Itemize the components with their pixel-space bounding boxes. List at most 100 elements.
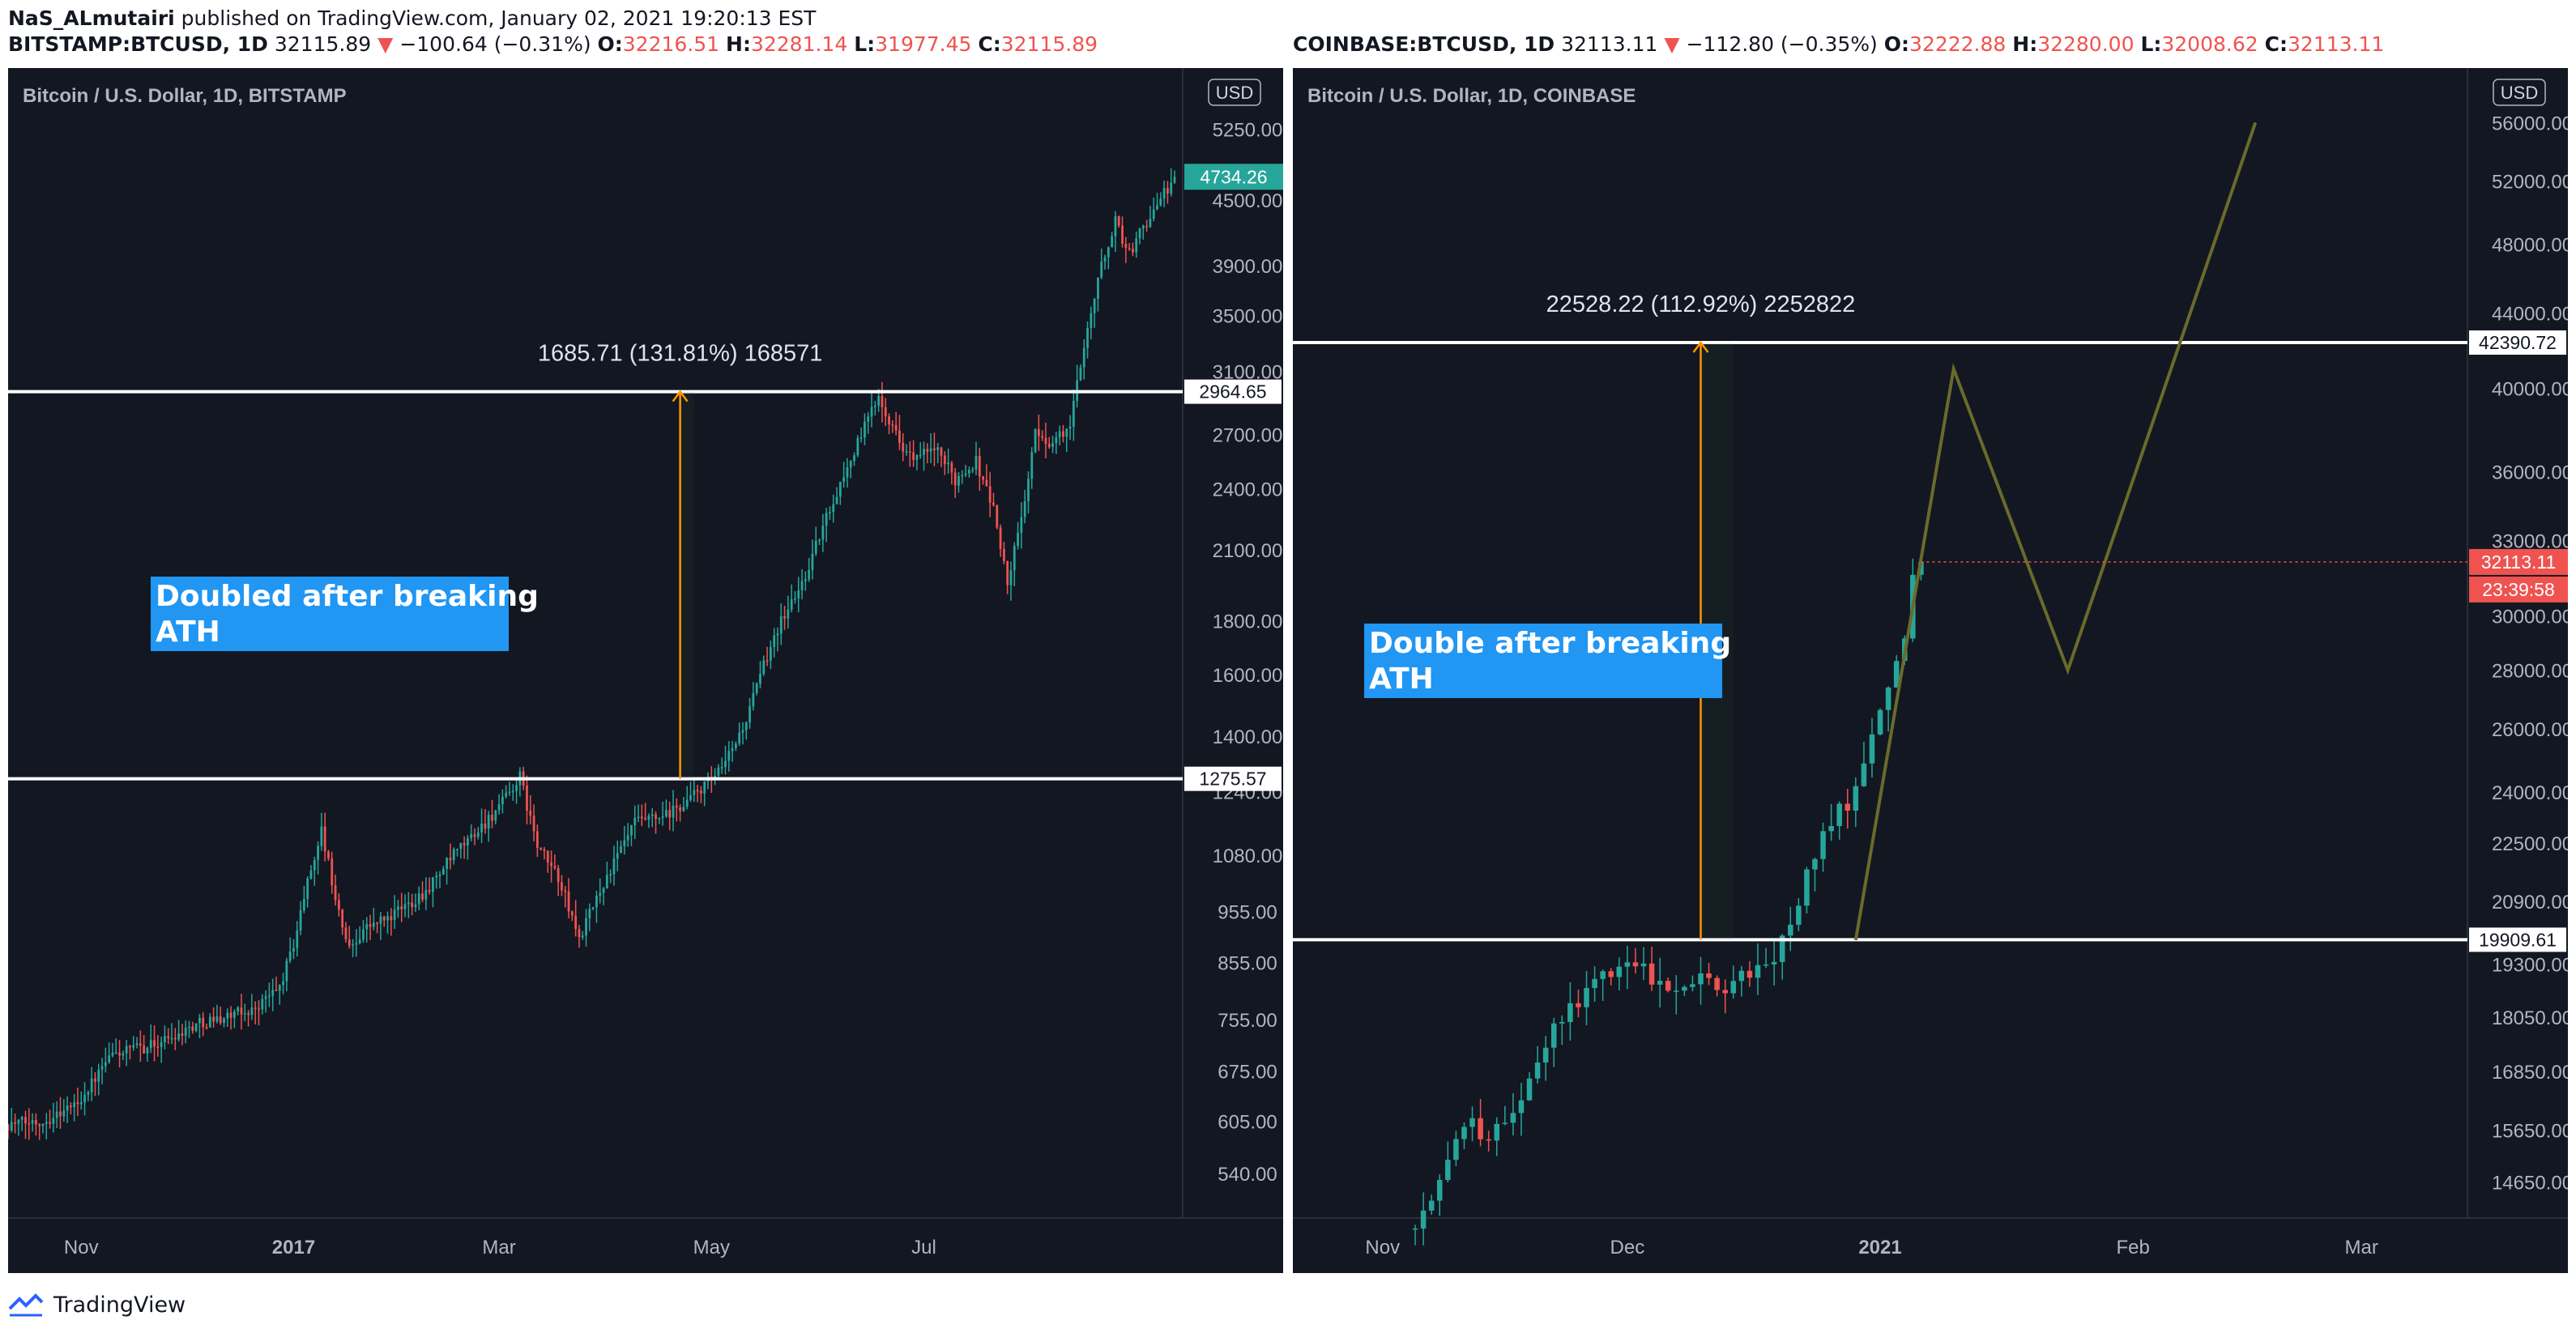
annotation-box[interactable] [151, 577, 509, 651]
candle-body [52, 1118, 55, 1124]
candle-body [727, 751, 731, 761]
candle-body [1567, 1003, 1573, 1022]
candle-body [132, 1045, 135, 1048]
candle-body [988, 486, 992, 503]
y-tick-label: 2100.00 [1213, 540, 1283, 562]
open-value: 32222.88 [1909, 32, 2007, 56]
symbol-name: COINBASE:BTCUSD, 1D [1293, 32, 1555, 56]
candle-body [327, 851, 330, 858]
projection-path[interactable] [1853, 121, 2258, 941]
candle-body [1469, 1118, 1475, 1127]
y-tick-label: 5250.00 [1213, 120, 1283, 142]
candle-body [331, 858, 334, 886]
candle-body [129, 1046, 131, 1048]
candle-body [181, 1033, 184, 1037]
y-tick-label: 605.00 [1218, 1111, 1277, 1133]
candle-body [744, 722, 748, 730]
candle-body [953, 472, 957, 486]
candle-body [296, 931, 299, 948]
candle-body [476, 832, 480, 837]
candle-body [964, 473, 967, 475]
annotation-box[interactable] [1364, 624, 1722, 698]
candle-body [515, 785, 518, 791]
author-name[interactable]: NaS_ALmutairi [8, 6, 175, 30]
candle-body [1682, 986, 1687, 991]
y-tick-label: 1400.00 [1213, 726, 1283, 748]
candle-body [90, 1078, 93, 1092]
candle-body [1132, 249, 1134, 253]
currency-label[interactable]: USD [1216, 83, 1253, 103]
candle-body [570, 911, 574, 916]
candle-body [529, 811, 532, 816]
candle-body [24, 1117, 27, 1124]
candle-body [567, 891, 570, 912]
candle-body [355, 943, 358, 945]
x-tick-label: Feb [2117, 1237, 2150, 1258]
candle-body [278, 985, 281, 991]
candle-body [800, 581, 804, 590]
candle-body [999, 527, 1002, 549]
close-value: 32115.89 [1000, 32, 1098, 56]
candle-body [417, 893, 420, 905]
last-price-label: 32113.11 [2481, 552, 2557, 573]
y-tick-label: 755.00 [1218, 1010, 1277, 1032]
chart-panel-right[interactable]: Bitcoin / U.S. Dollar, 1D, COINBASE 56000… [1293, 68, 2568, 1273]
currency-button[interactable] [2493, 79, 2546, 106]
candle-body [779, 615, 783, 634]
level-price-tag [1184, 379, 1282, 404]
chart-canvas[interactable]: Bitcoin / U.S. Dollar, 1D, BITSTAMP 5250.… [8, 68, 1283, 1273]
candle-body [390, 916, 393, 921]
candle-body [1055, 437, 1058, 444]
candle-body [1885, 687, 1891, 710]
currency-button[interactable] [1208, 79, 1261, 106]
x-tick-label: Nov [64, 1237, 99, 1258]
candle-body [372, 922, 375, 927]
y-tick-label: 16850.00 [2492, 1062, 2568, 1084]
candle-body [553, 866, 557, 868]
high-value: 32280.00 [2037, 32, 2135, 56]
candle-body [574, 915, 578, 930]
candle-body [184, 1027, 187, 1037]
candle-body [1058, 431, 1061, 437]
candle-body [424, 889, 428, 900]
chart-canvas[interactable]: Bitcoin / U.S. Dollar, 1D, COINBASE 56000… [1293, 68, 2568, 1273]
candle-body [292, 948, 295, 952]
candle-body [936, 447, 940, 450]
brand-name[interactable]: TradingView [53, 1292, 186, 1318]
candle-body [14, 1122, 16, 1124]
y-tick-label: 26000.00 [2492, 719, 2568, 741]
candle-body [446, 858, 449, 869]
candle-body [59, 1111, 62, 1117]
candle-body [1550, 1023, 1557, 1048]
candle-body [940, 447, 943, 456]
candle-body [1576, 1003, 1581, 1007]
candle-body [397, 906, 399, 910]
candle-body [149, 1040, 152, 1049]
x-tick-label: 2021 [1858, 1237, 1901, 1258]
candle-body [1632, 962, 1639, 967]
candle-body [17, 1119, 20, 1124]
candle-body [1117, 216, 1120, 226]
candle-body [334, 885, 337, 901]
candle-body [83, 1094, 86, 1103]
y-tick-label: 20900.00 [2492, 892, 2568, 914]
symbol-info-right: COINBASE:BTCUSD, 1D 32113.11 ▼ −112.80 (… [1293, 32, 2385, 56]
candle-body [1640, 963, 1647, 967]
candle-body [1037, 428, 1040, 437]
candle-body [254, 1007, 257, 1009]
publish-info: NaS_ALmutairi published on TradingView.c… [8, 6, 816, 30]
candle-body [497, 804, 501, 811]
candle-body [362, 929, 365, 940]
candle-body [219, 1016, 222, 1024]
candle-body [306, 878, 309, 900]
measure-label: 1685.71 (131.81%) 168571 [538, 341, 823, 367]
candle-body [609, 874, 612, 875]
candle-body [31, 1120, 34, 1124]
candle-body [943, 455, 946, 465]
candle-body [143, 1045, 146, 1054]
candle-body [835, 496, 838, 505]
publish-date: published on TradingView.com, January 02… [181, 6, 817, 30]
chart-panel-left[interactable]: Bitcoin / U.S. Dollar, 1D, BITSTAMP 5250.… [8, 68, 1283, 1273]
candle-body [668, 810, 672, 818]
currency-label[interactable]: USD [2501, 83, 2538, 103]
